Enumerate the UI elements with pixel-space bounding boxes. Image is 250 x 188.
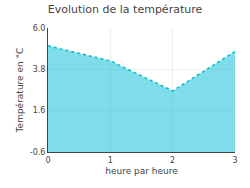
svg-text:Evolution de la température: Evolution de la température xyxy=(48,3,203,16)
svg-text:-0.6: -0.6 xyxy=(30,148,46,157)
svg-text:1.6: 1.6 xyxy=(33,106,46,115)
svg-text:heure par heure: heure par heure xyxy=(105,166,178,176)
svg-text:0: 0 xyxy=(45,156,50,165)
svg-text:3.8: 3.8 xyxy=(33,65,46,74)
svg-text:Température en °C: Température en °C xyxy=(15,48,25,134)
svg-text:6.0: 6.0 xyxy=(33,24,46,33)
svg-text:1: 1 xyxy=(108,156,113,165)
svg-text:2: 2 xyxy=(170,156,175,165)
svg-text:3: 3 xyxy=(232,156,237,165)
